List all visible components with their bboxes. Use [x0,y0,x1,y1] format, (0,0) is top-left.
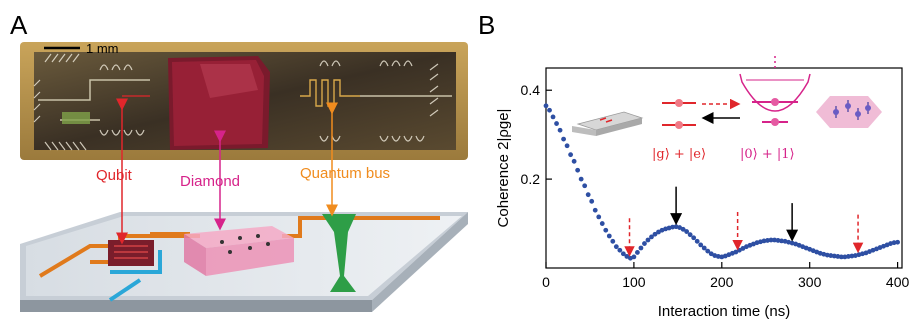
data-point [849,253,855,259]
data-point [691,235,697,241]
data-point [599,221,605,226]
y-tick-label: 0.4 [521,82,541,98]
quantum-bus-label: Quantum bus [300,165,390,182]
chip-photo [20,42,468,160]
data-point [613,244,619,250]
data-point [645,237,651,243]
data-point [596,214,602,220]
inset-qubit-state: |g⟩ + |e⟩ [652,147,706,162]
data-point [564,143,570,149]
y-axis-label: Coherence 2|ρge| [495,109,512,228]
data-point [603,227,609,233]
data-point [680,226,686,232]
data-point [772,237,777,243]
data-point [701,245,707,251]
x-axis-label: Interaction time (ns) [658,303,791,320]
data-point [606,233,612,239]
data-point [592,207,598,213]
data-point [891,240,897,246]
data-point [684,229,690,234]
panel-letter-b: B [478,10,495,40]
data-point [698,242,704,248]
data-point [768,237,774,243]
data-point [557,127,563,133]
data-point [765,238,770,243]
data-point [824,252,830,258]
qubit-label: Qubit [96,167,133,184]
data-point [694,238,700,244]
y-tick-label: 0.2 [521,171,541,187]
plot-area [545,67,903,269]
data-point [550,114,556,120]
device-schematic [20,212,468,312]
data-point [575,167,581,173]
data-point [554,121,559,126]
data-point [705,248,711,254]
x-tick-label: 300 [798,274,822,290]
chart: 0 100 200 300 400 0.2 0.4 Interaction time (ns… [495,67,910,320]
data-point [561,136,566,142]
data-point [779,238,784,244]
data-point [543,103,549,109]
x-tick-label: 100 [622,274,646,290]
data-point [578,176,584,182]
data-point [687,232,693,238]
panel-letter-a: A [10,10,28,40]
data-point [842,254,848,260]
diamond-label: Diamond [180,173,240,190]
data-point [568,152,574,158]
data-point [670,224,675,230]
data-point [838,254,844,260]
data-point [610,238,616,244]
data-point [617,247,623,253]
data-point [845,254,851,259]
data-point [831,253,837,259]
data-point [642,241,647,246]
data-point [835,254,841,259]
data-point [585,192,591,198]
data-point [635,250,640,255]
x-tick-label: 0 [542,274,550,290]
x-tick-label: 200 [710,274,734,290]
data-point [547,107,552,113]
data-point [589,198,595,204]
data-point [895,239,901,245]
inset-diagram: |g⟩ + |e⟩ |0⟩ + |1⟩ [572,56,882,162]
data-point [649,234,654,240]
x-tick-label: 400 [886,274,910,290]
y-axis-label-text: Coherence 2|ρge| [495,109,512,228]
data-point [582,183,588,189]
scale-bar-label: 1 mm [86,41,119,56]
data-point [571,158,577,164]
data-point [761,238,767,244]
data-point [775,238,781,243]
data-point [638,245,644,251]
data-point [715,254,721,259]
data-point [652,231,658,237]
data-point [631,254,637,260]
inset-oscillator-state: |0⟩ + |1⟩ [740,147,795,162]
data-point [828,253,834,258]
